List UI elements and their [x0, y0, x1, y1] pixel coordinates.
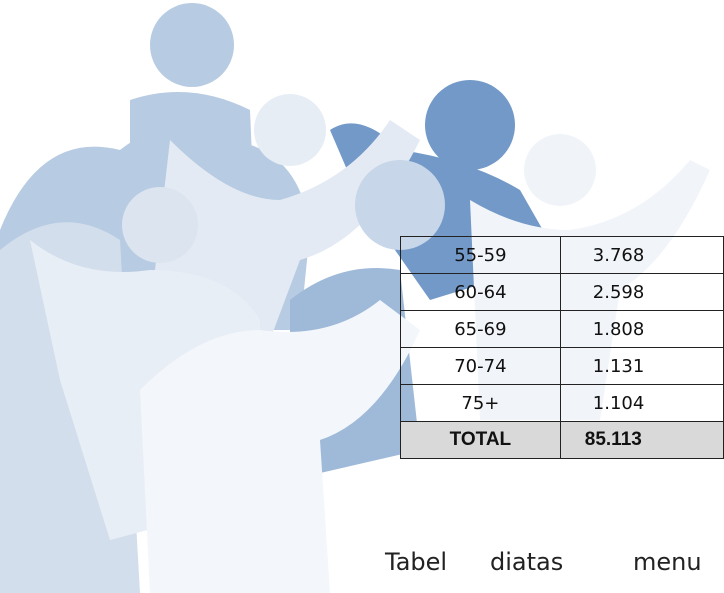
count: 2.598	[559, 273, 724, 311]
count: 1.131	[559, 347, 724, 385]
age-group: 55-59	[400, 236, 561, 274]
table-row: 70-74 1.131	[400, 347, 724, 385]
age-group: 60-64	[400, 273, 561, 311]
count: 3.768	[559, 236, 724, 274]
table-row: 60-64 2.598	[400, 273, 724, 311]
total-label: TOTAL	[400, 421, 561, 459]
table-body: 55-59 3.768 60-64 2.598 65-69 1.808 70-74 1.131…	[400, 236, 724, 459]
table-row: 65-69 1.808	[400, 310, 724, 348]
table-row: 75+ 1.104	[400, 384, 724, 422]
count: 1.104	[559, 384, 724, 422]
word: Tabel	[385, 548, 448, 576]
age-table: 55-59 3.768 60-64 2.598 65-69 1.808 70-74 1.131…	[400, 236, 724, 459]
word: diatas	[490, 548, 564, 576]
count: 1.808	[559, 310, 724, 348]
age-group: 75+	[400, 384, 561, 422]
total-value: 85.113	[559, 421, 724, 459]
total-row: TOTAL 85.113	[400, 421, 724, 459]
table-row: 55-59 3.768	[400, 236, 724, 274]
age-group: 65-69	[400, 310, 561, 348]
age-group: 70-74	[400, 347, 561, 385]
word: menu	[633, 548, 702, 576]
